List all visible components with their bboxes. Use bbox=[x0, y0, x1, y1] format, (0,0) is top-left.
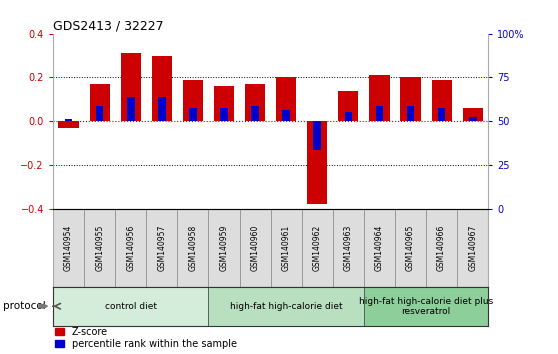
Bar bbox=[220, 108, 228, 121]
Bar bbox=[96, 106, 103, 121]
Bar bbox=[65, 119, 73, 121]
Bar bbox=[302, 209, 333, 287]
Bar bbox=[431, 80, 452, 121]
Text: GSM140962: GSM140962 bbox=[313, 225, 322, 271]
Text: GSM140957: GSM140957 bbox=[157, 224, 166, 271]
Text: GSM140958: GSM140958 bbox=[189, 225, 198, 271]
Bar bbox=[53, 209, 84, 287]
Bar bbox=[158, 97, 166, 121]
Bar bbox=[121, 53, 141, 121]
Bar bbox=[438, 108, 445, 121]
Bar bbox=[53, 287, 209, 326]
Bar bbox=[314, 121, 321, 150]
Bar bbox=[369, 75, 389, 121]
Bar bbox=[364, 209, 395, 287]
Bar bbox=[152, 56, 172, 121]
Text: GSM140959: GSM140959 bbox=[219, 224, 228, 271]
Bar bbox=[251, 106, 259, 121]
Bar bbox=[214, 86, 234, 121]
Bar bbox=[183, 80, 203, 121]
Bar bbox=[338, 91, 358, 121]
Bar bbox=[127, 97, 134, 121]
Bar bbox=[395, 209, 426, 287]
Bar bbox=[245, 84, 265, 121]
Text: control diet: control diet bbox=[105, 302, 157, 311]
Text: high-fat high-calorie diet plus
resveratrol: high-fat high-calorie diet plus resverat… bbox=[359, 297, 493, 316]
Bar bbox=[59, 121, 79, 128]
Bar bbox=[84, 209, 115, 287]
Bar bbox=[115, 209, 146, 287]
Bar bbox=[457, 209, 488, 287]
Text: GSM140956: GSM140956 bbox=[126, 224, 135, 271]
Bar bbox=[146, 209, 177, 287]
Text: GSM140961: GSM140961 bbox=[282, 225, 291, 271]
Text: GSM140955: GSM140955 bbox=[95, 224, 104, 271]
Bar bbox=[463, 108, 483, 121]
Bar bbox=[276, 78, 296, 121]
Bar bbox=[364, 287, 488, 326]
Bar bbox=[282, 110, 290, 121]
Bar bbox=[209, 209, 239, 287]
Text: protocol: protocol bbox=[3, 301, 46, 311]
Text: GSM140966: GSM140966 bbox=[437, 224, 446, 271]
Text: GSM140967: GSM140967 bbox=[468, 224, 477, 271]
Bar bbox=[189, 108, 197, 121]
Text: GDS2413 / 32227: GDS2413 / 32227 bbox=[53, 19, 163, 33]
Text: GSM140954: GSM140954 bbox=[64, 224, 73, 271]
Bar bbox=[209, 287, 364, 326]
Text: GSM140963: GSM140963 bbox=[344, 224, 353, 271]
Bar bbox=[239, 209, 271, 287]
Bar bbox=[376, 106, 383, 121]
Bar bbox=[177, 209, 209, 287]
Text: GSM140965: GSM140965 bbox=[406, 224, 415, 271]
Bar bbox=[401, 78, 421, 121]
Legend: Z-score, percentile rank within the sample: Z-score, percentile rank within the samp… bbox=[55, 327, 237, 349]
Bar bbox=[271, 209, 302, 287]
Bar bbox=[344, 113, 352, 121]
Bar bbox=[89, 84, 110, 121]
Text: GSM140960: GSM140960 bbox=[251, 224, 259, 271]
Bar bbox=[469, 117, 477, 121]
Bar bbox=[426, 209, 457, 287]
Bar bbox=[307, 121, 328, 205]
Bar bbox=[333, 209, 364, 287]
Text: GSM140964: GSM140964 bbox=[375, 224, 384, 271]
Bar bbox=[407, 106, 415, 121]
Text: high-fat high-calorie diet: high-fat high-calorie diet bbox=[230, 302, 343, 311]
